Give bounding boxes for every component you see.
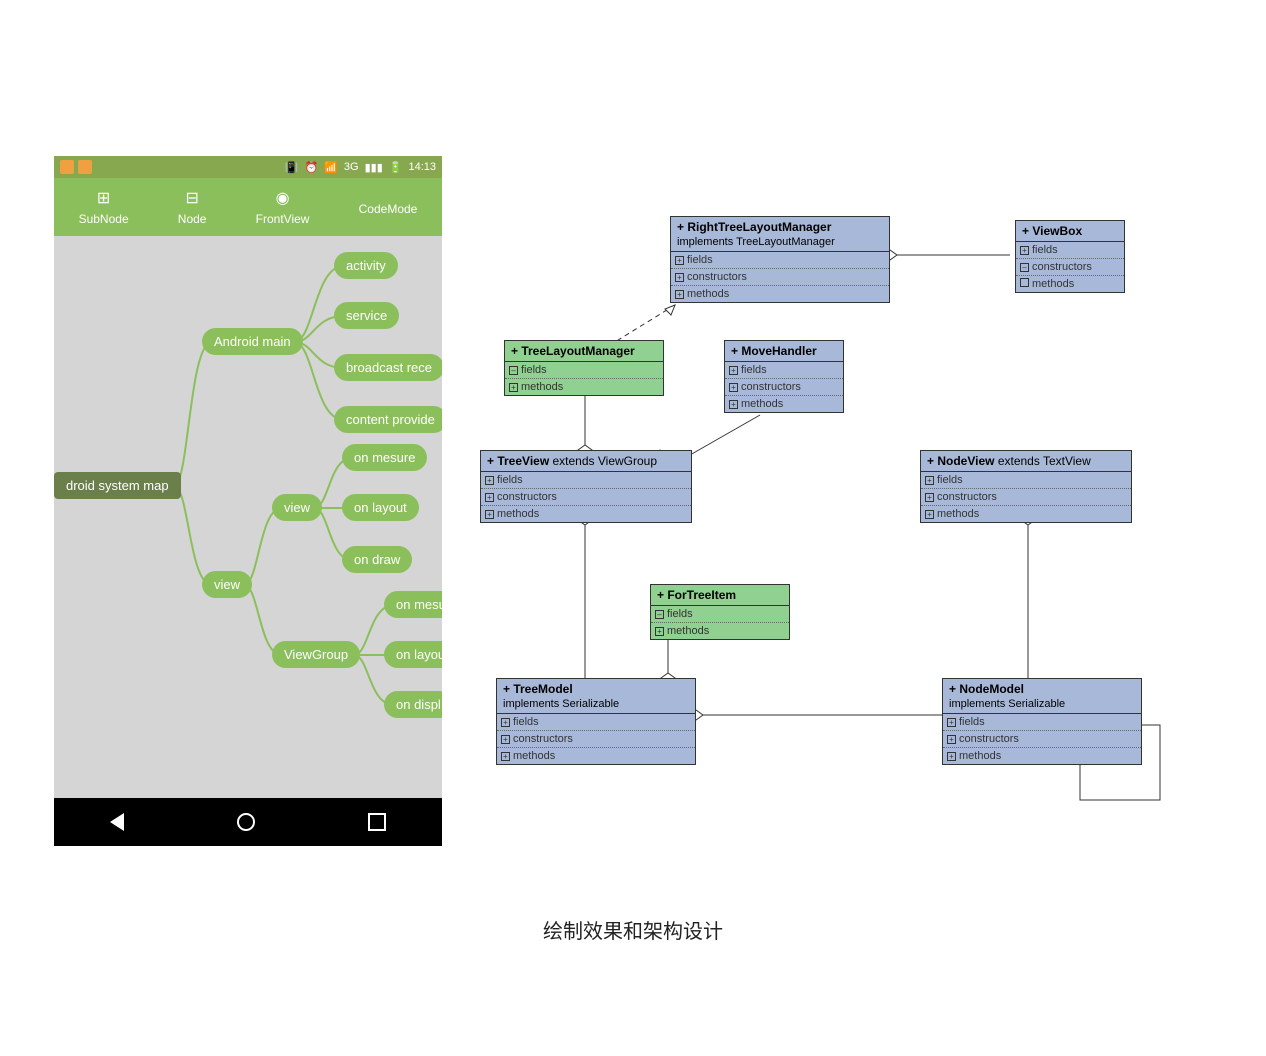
frontview-icon: ◉ — [276, 188, 290, 208]
mindmap-node[interactable]: on draw — [342, 546, 412, 573]
mindmap-node[interactable]: broadcast rece — [334, 354, 442, 381]
wifi-icon: 📶 — [324, 161, 338, 174]
uml-section: +fields — [725, 362, 843, 379]
uml-section: +methods — [505, 379, 663, 395]
status-left — [60, 160, 92, 174]
uml-section: +constructors — [481, 489, 691, 506]
clock: 14:13 — [408, 161, 436, 173]
battery-icon: 🔋 — [389, 161, 403, 174]
uml-section: +fields — [943, 714, 1141, 731]
uml-section: +fields — [921, 472, 1131, 489]
uml-section: +fields — [671, 252, 889, 269]
uml-section: +methods — [943, 748, 1141, 764]
toolbar-codemode[interactable]: CodeMode — [359, 198, 418, 216]
uml-header: + TreeView extends ViewGroup — [481, 451, 691, 472]
recent-icon[interactable] — [368, 813, 386, 831]
uml-header: + ViewBox — [1016, 221, 1124, 242]
mindmap-node[interactable]: on layou — [384, 641, 442, 668]
signal-icon: ▮▮▮ — [365, 161, 383, 174]
uml-class-viewbox[interactable]: + ViewBox+fields–constructors methods — [1015, 220, 1125, 293]
toolbar-node[interactable]: ⊟ Node — [178, 188, 207, 226]
network-label: 3G — [344, 161, 359, 173]
uml-class-tv[interactable]: + TreeView extends ViewGroup+fields+cons… — [480, 450, 692, 523]
mindmap-node[interactable]: on layout — [342, 494, 419, 521]
mindmap-node[interactable]: Android main — [202, 328, 303, 355]
mindmap-root[interactable]: droid system map — [54, 472, 181, 499]
mindmap-node[interactable]: on mesu — [384, 591, 442, 618]
status-badge-icon — [78, 160, 92, 174]
uml-class-nv[interactable]: + NodeView extends TextView+fields+const… — [920, 450, 1132, 523]
alarm-icon: ⏰ — [305, 161, 319, 174]
toolbar-frontview[interactable]: ◉ FrontView — [256, 188, 310, 226]
uml-class-nm[interactable]: + NodeModelimplements Serializable+field… — [942, 678, 1142, 765]
status-bar: 📳 ⏰ 📶 3G ▮▮▮ 🔋 14:13 — [54, 156, 442, 178]
toolbar-label: SubNode — [79, 212, 129, 226]
uml-header: + NodeView extends TextView — [921, 451, 1131, 472]
uml-header: + TreeLayoutManager — [505, 341, 663, 362]
mindmap-node[interactable]: view — [272, 494, 322, 521]
uml-section: –fields — [505, 362, 663, 379]
uml-class-fti[interactable]: + ForTreeItem–fields+methods — [650, 584, 790, 640]
uml-section: +constructors — [943, 731, 1141, 748]
uml-section: +fields — [481, 472, 691, 489]
uml-section: +fields — [497, 714, 695, 731]
mindmap-node[interactable]: ViewGroup — [272, 641, 360, 668]
toolbar: ⊞ SubNode ⊟ Node ◉ FrontView CodeMode — [54, 178, 442, 236]
uml-section: +methods — [725, 396, 843, 412]
uml-section: +methods — [921, 506, 1131, 522]
uml-section: +methods — [481, 506, 691, 522]
uml-section: +constructors — [497, 731, 695, 748]
mindmap[interactable]: droid system map Android main view activity… — [54, 236, 442, 798]
uml-section: +methods — [671, 286, 889, 302]
uml-header: + NodeModelimplements Serializable — [943, 679, 1141, 714]
uml-section: +methods — [651, 623, 789, 639]
uml-section: –constructors — [1016, 259, 1124, 276]
toolbar-label: CodeMode — [359, 202, 418, 216]
uml-diagram: + RightTreeLayoutManagerimplements TreeL… — [480, 200, 1240, 820]
uml-section: +constructors — [671, 269, 889, 286]
uml-header: + TreeModelimplements Serializable — [497, 679, 695, 714]
back-icon[interactable] — [110, 813, 124, 831]
status-badge-icon — [60, 160, 74, 174]
android-nav — [54, 798, 442, 846]
uml-section: +constructors — [921, 489, 1131, 506]
uml-section: –fields — [651, 606, 789, 623]
toolbar-label: Node — [178, 212, 207, 226]
vibrate-icon: 📳 — [285, 161, 299, 174]
uml-section: +fields — [1016, 242, 1124, 259]
phone-mockup: 📳 ⏰ 📶 3G ▮▮▮ 🔋 14:13 ⊞ SubNode ⊟ Node ◉ Front… — [54, 156, 442, 846]
uml-header: + RightTreeLayoutManagerimplements TreeL… — [671, 217, 889, 252]
mindmap-node[interactable]: content provide — [334, 406, 442, 433]
uml-section: +constructors — [725, 379, 843, 396]
uml-class-rtlm[interactable]: + RightTreeLayoutManagerimplements TreeL… — [670, 216, 890, 303]
uml-header: + MoveHandler — [725, 341, 843, 362]
toolbar-label: FrontView — [256, 212, 310, 226]
uml-class-mh[interactable]: + MoveHandler+fields+constructors+method… — [724, 340, 844, 413]
uml-class-tm[interactable]: + TreeModelimplements Serializable+field… — [496, 678, 696, 765]
mindmap-node[interactable]: activity — [334, 252, 398, 279]
uml-class-tlm[interactable]: + TreeLayoutManager–fields+methods — [504, 340, 664, 396]
toolbar-subnode[interactable]: ⊞ SubNode — [79, 188, 129, 226]
mindmap-node[interactable]: service — [334, 302, 399, 329]
uml-section: +methods — [497, 748, 695, 764]
mindmap-node[interactable]: on displ — [384, 691, 442, 718]
subnode-icon: ⊞ — [97, 188, 110, 208]
home-icon[interactable] — [237, 813, 255, 831]
status-right: 📳 ⏰ 📶 3G ▮▮▮ 🔋 14:13 — [285, 161, 436, 174]
node-icon: ⊟ — [185, 188, 198, 208]
caption: 绘制效果和架构设计 — [0, 915, 1266, 944]
mindmap-node[interactable]: on mesure — [342, 444, 427, 471]
mindmap-node[interactable]: view — [202, 571, 252, 598]
uml-section: methods — [1016, 276, 1124, 292]
uml-header: + ForTreeItem — [651, 585, 789, 606]
